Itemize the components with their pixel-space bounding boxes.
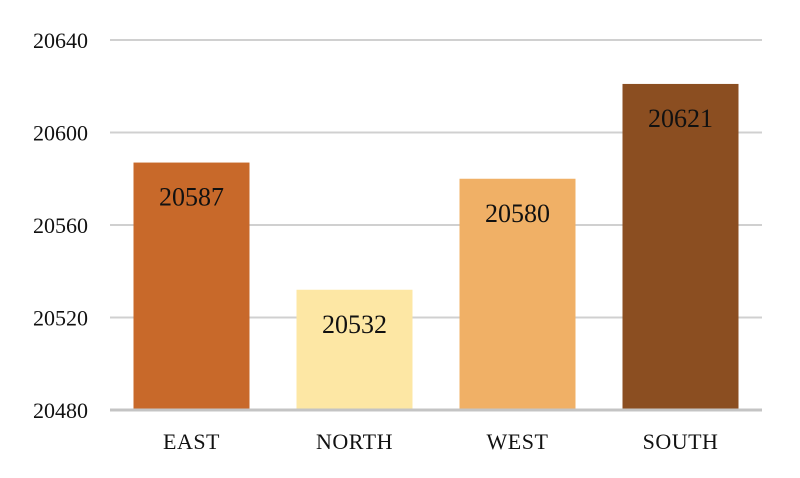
data-label: 20532 [322, 310, 387, 339]
y-tick-label: 20640 [33, 28, 88, 53]
x-category-label: WEST [487, 429, 549, 454]
bar-south [622, 83, 739, 410]
y-tick-label: 20560 [33, 213, 88, 238]
y-axis-tick-labels: 20480 20520 20560 20600 20640 [33, 28, 88, 423]
x-axis-category-labels: EAST NORTH WEST SOUTH [163, 429, 718, 454]
data-label: 20580 [485, 199, 550, 228]
x-category-label: SOUTH [643, 429, 719, 454]
data-label: 20587 [159, 183, 224, 212]
y-tick-label: 20520 [33, 306, 88, 331]
y-tick-label: 20480 [33, 398, 88, 423]
data-labels: 20587 20532 20580 20621 [159, 104, 713, 339]
bar-east [133, 162, 250, 410]
x-category-label: NORTH [316, 429, 393, 454]
bars [133, 83, 739, 410]
bar-west [459, 178, 576, 410]
data-label: 20621 [648, 104, 713, 133]
y-tick-label: 20600 [33, 121, 88, 146]
x-category-label: EAST [163, 429, 220, 454]
bar-north [296, 289, 413, 410]
